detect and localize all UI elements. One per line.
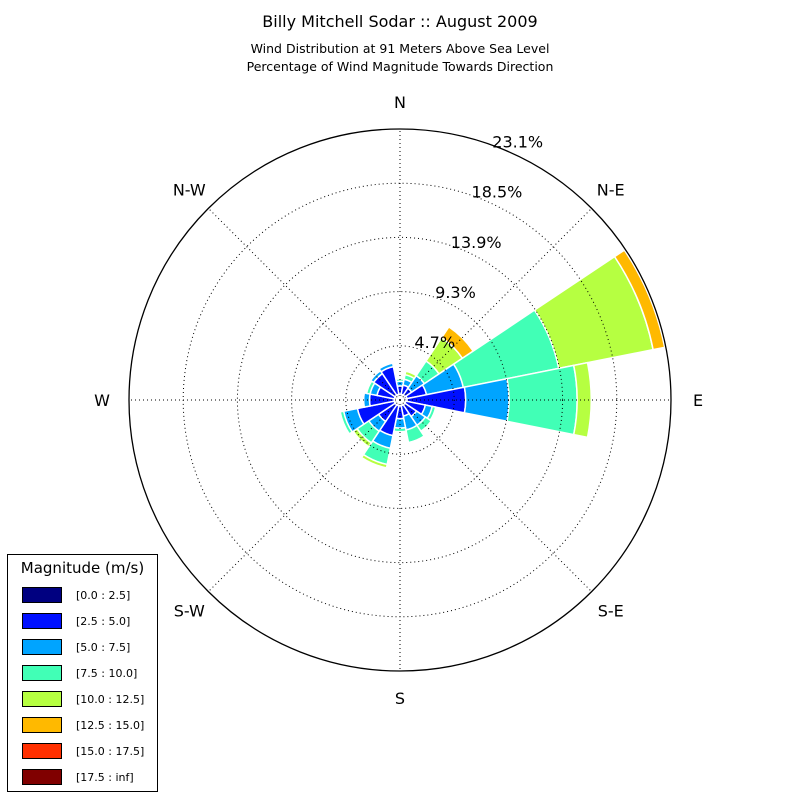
sector-bars (339, 249, 666, 469)
bar-segment (378, 362, 395, 373)
grid-ring (236, 236, 564, 564)
legend-label: [10.0 : 12.5] (76, 693, 145, 706)
legend-label: [7.5 : 10.0] (76, 667, 138, 680)
legend-label: [0.0 : 2.5] (76, 589, 131, 602)
legend-swatch (22, 769, 62, 785)
legend-label: [12.5 : 15.0] (76, 719, 145, 732)
legend-label: [17.5 : inf] (76, 771, 134, 784)
legend-title: Magnitude (m/s) (20, 559, 145, 577)
direction-label-e: E (693, 391, 703, 410)
direction-label-n: N (394, 93, 406, 112)
legend-swatch (22, 639, 62, 655)
sector-337.5 (378, 362, 401, 401)
grid-spoke (208, 399, 401, 592)
sector-157.5 (399, 399, 426, 445)
outer-circle (128, 128, 672, 672)
direction-label-s-w: S-W (174, 602, 205, 621)
chart-subtitle-line-1: Wind Distribution at 91 Meters Above Sea… (250, 41, 550, 56)
axis-labels: N N-E E S-E S S-W W N-W 4.7% 9.3% 13.9% 18.5% 23.1% (94, 93, 703, 708)
legend: Magnitude (m/s) [0.0 : 2.5] [2.5 : 5.0] [5… (7, 554, 158, 792)
grid-ring (345, 345, 455, 455)
sector-90 (399, 361, 592, 439)
direction-label-s: S (395, 689, 405, 708)
grid-spoke (208, 208, 401, 401)
radial-tick-label: 4.7% (414, 333, 455, 352)
sector-112.5 (399, 399, 437, 422)
legend-swatch (22, 743, 62, 759)
legend-swatch (22, 717, 62, 733)
sector-67.5 (399, 249, 666, 401)
legend-label: [15.0 : 17.5] (76, 745, 145, 758)
legend-swatch (22, 587, 62, 603)
legend-swatch (22, 613, 62, 629)
direction-label-n-w: N-W (173, 180, 206, 199)
direction-label-n-e: N-E (597, 180, 625, 199)
radial-tick-label: 23.1% (492, 133, 543, 152)
chart-subtitle-line-2: Percentage of Wind Magnitude Towards Dir… (246, 59, 554, 74)
legend-swatch (22, 691, 62, 707)
bar-segment (463, 377, 510, 423)
radial-tick-label: 13.9% (451, 233, 502, 252)
direction-label-s-e: S-E (598, 602, 624, 621)
legend-label: [5.0 : 7.5] (76, 641, 131, 654)
chart-title: Billy Mitchell Sodar :: August 2009 (262, 12, 538, 31)
bar-segment (407, 435, 426, 445)
bar-segment (339, 410, 354, 435)
legend-label: [2.5 : 5.0] (76, 615, 131, 628)
bar-segment (572, 361, 592, 439)
bar-segment (362, 392, 371, 408)
legend-swatch (22, 665, 62, 681)
bar-segment (360, 453, 389, 469)
radial-tick-label: 18.5% (472, 183, 523, 202)
direction-label-w: W (94, 391, 110, 410)
bar-segment (613, 249, 666, 351)
radial-tick-label: 9.3% (435, 283, 476, 302)
polar-grid (128, 128, 672, 672)
